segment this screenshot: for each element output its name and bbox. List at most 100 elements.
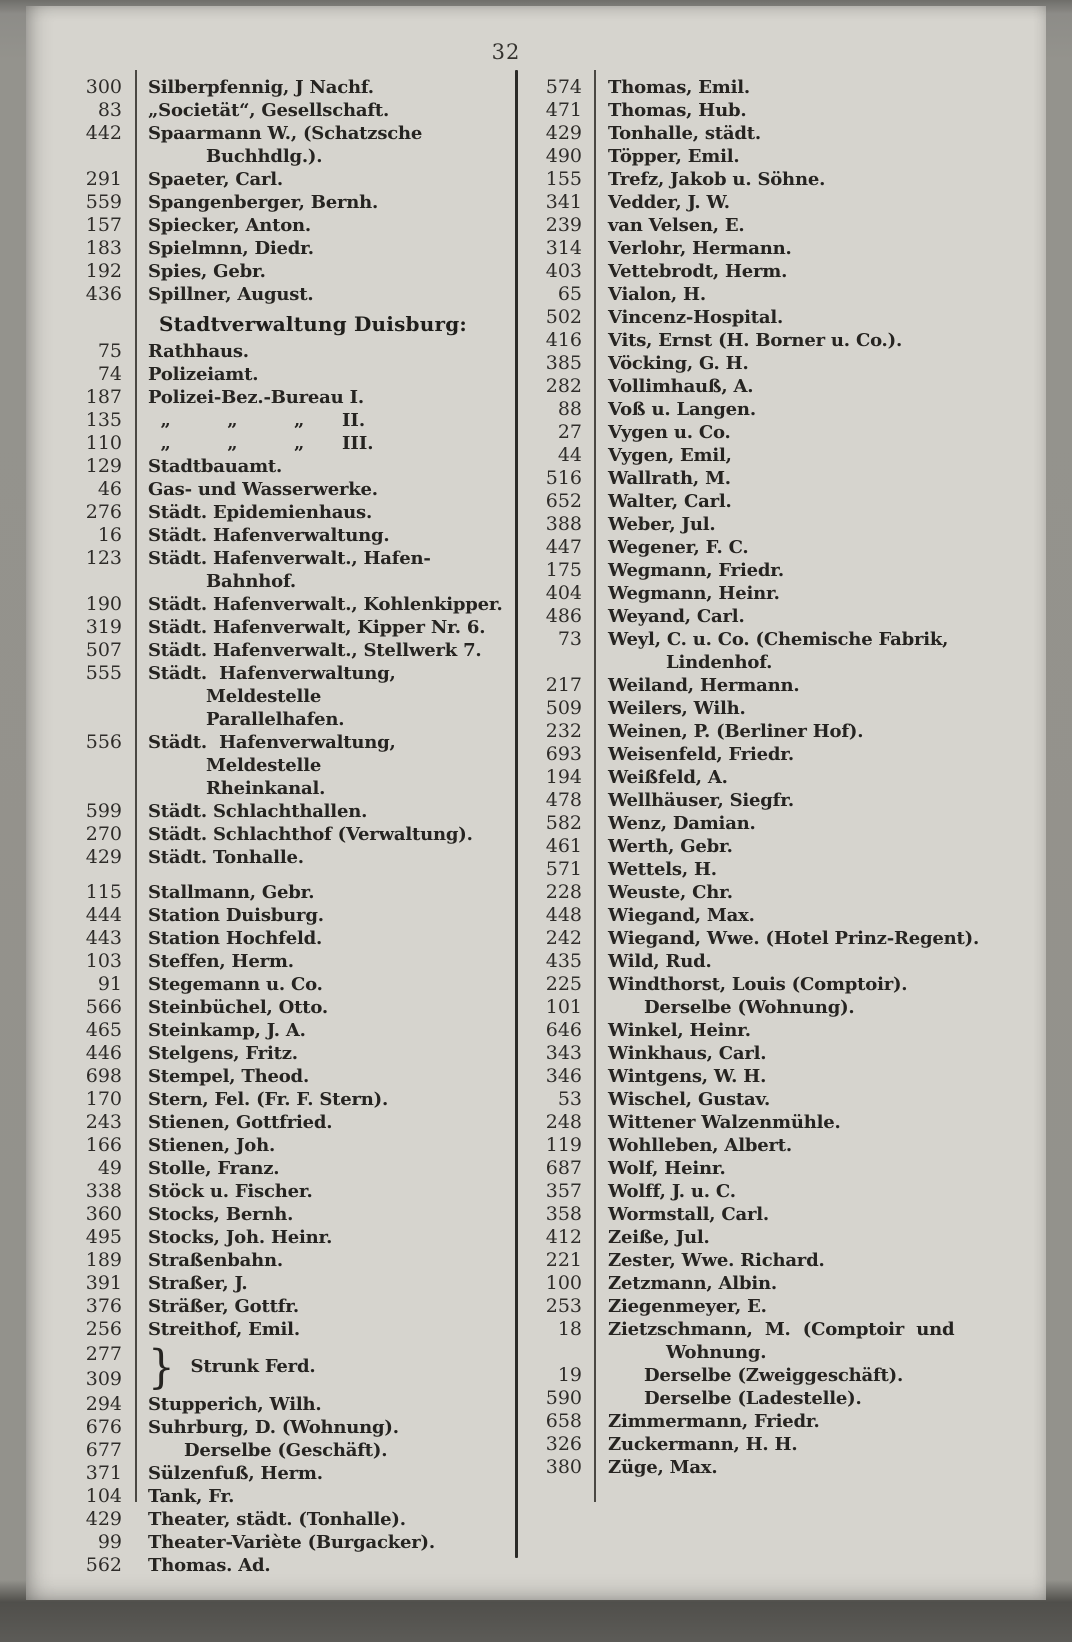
phone-number-pair: 277 309 bbox=[38, 1342, 136, 1392]
directory-entry-row: 243 Stienen, Gottfried. bbox=[38, 1111, 520, 1134]
page-number: 32 bbox=[491, 40, 521, 64]
phone-number: 192 bbox=[85, 260, 122, 282]
subscriber-name: Spaarmann W., (Schatzsche Buchhdlg.). bbox=[148, 123, 429, 167]
subscriber-name: Wittener Walzenmühle. bbox=[608, 1112, 841, 1133]
directory-entry-row: 187 Polizei-Bez.-Bureau I. bbox=[38, 386, 520, 409]
subscriber-name: Walter, Carl. bbox=[608, 491, 732, 512]
subscriber-name: Wormstall, Carl. bbox=[608, 1204, 769, 1225]
phone-number: 416 bbox=[545, 329, 582, 351]
subscriber-name-cell: } Strunk Ferd. bbox=[136, 1340, 520, 1394]
directory-entry-row: 338 Stöck u. Fischer. bbox=[38, 1180, 520, 1203]
subscriber-name: Städt. Hafenverwaltung. bbox=[148, 525, 390, 546]
phone-number: 447 bbox=[545, 536, 582, 558]
directory-entry-row: 253 Ziegenmeyer, E. bbox=[532, 1295, 1040, 1318]
directory-entry-row: 65 Vialon, H. bbox=[532, 283, 1040, 306]
subscriber-name: Streithof, Emil. bbox=[148, 1319, 300, 1340]
directory-entry-row: 217 Weiland, Hermann. bbox=[532, 674, 1040, 697]
directory-entry-row: 404 Wegmann, Heinr. bbox=[532, 582, 1040, 605]
subscriber-name: Weißfeld, A. bbox=[608, 767, 728, 788]
directory-entry-row: 380 Züge, Max. bbox=[532, 1456, 1040, 1479]
directory-entry-row: 232 Weinen, P. (Berliner Hof). bbox=[532, 720, 1040, 743]
directory-entry-row: 49 Stolle, Franz. bbox=[38, 1157, 520, 1180]
directory-entry-row: 225 Windthorst, Louis (Comptoir). bbox=[532, 973, 1040, 996]
directory-entry-row: 429 Städt. Tonhalle. bbox=[38, 846, 520, 869]
subscriber-name: Vits, Ernst (H. Borner u. Co.). bbox=[608, 330, 903, 351]
subscriber-name: Thomas. Ad. bbox=[148, 1555, 271, 1576]
subscriber-name: Wegmann, Heinr. bbox=[608, 583, 780, 604]
directory-entry-row: 448 Wiegand, Max. bbox=[532, 904, 1040, 927]
phone-number: 599 bbox=[85, 800, 122, 822]
directory-entry-row: 190 Städt. Hafenverwalt., Kohlenkipper. bbox=[38, 593, 520, 616]
phone-number: 91 bbox=[97, 973, 122, 995]
subscriber-name: Ziegenmeyer, E. bbox=[608, 1296, 767, 1317]
phone-number: 502 bbox=[545, 306, 582, 328]
subscriber-name: Steinbüchel, Otto. bbox=[148, 997, 328, 1018]
subscriber-name: Derselbe (Zweiggeschäft). bbox=[644, 1365, 904, 1386]
phone-number: 326 bbox=[545, 1433, 582, 1455]
phone-number: 346 bbox=[545, 1065, 582, 1087]
phone-number: 73 bbox=[557, 628, 582, 650]
subscriber-name: Städt. Hafenverwalt, Kipper Nr. 6. bbox=[148, 617, 486, 638]
subscriber-name: Wegmann, Friedr. bbox=[608, 560, 784, 581]
subscriber-name: Wellhäuser, Siegfr. bbox=[608, 790, 794, 811]
directory-entry-row: 221 Zester, Wwe. Richard. bbox=[532, 1249, 1040, 1272]
subscriber-name: Vialon, H. bbox=[608, 284, 706, 305]
directory-entry-row: 99 Theater-Variète (Burgacker). bbox=[38, 1531, 520, 1554]
directory-entry-row: 478 Wellhäuser, Siegfr. bbox=[532, 789, 1040, 812]
subscriber-name: Strunk Ferd. bbox=[190, 1356, 316, 1377]
directory-entry-row: 556 Städt. Hafenverwaltung, Meldestelle R… bbox=[38, 731, 520, 800]
subscriber-name: Spangenberger, Bernh. bbox=[148, 192, 379, 213]
subscriber-name: Wolf, Heinr. bbox=[608, 1158, 726, 1179]
directory-entry-row: 646 Winkel, Heinr. bbox=[532, 1019, 1040, 1042]
phone-number: 189 bbox=[85, 1249, 122, 1271]
subscriber-name: Polizei-Bez.-Bureau I. bbox=[148, 387, 364, 408]
phone-number: 115 bbox=[85, 881, 122, 903]
subscriber-name: Winkel, Heinr. bbox=[608, 1020, 751, 1041]
directory-entry-row: 346 Wintgens, W. H. bbox=[532, 1065, 1040, 1088]
phone-number: 99 bbox=[97, 1531, 122, 1553]
phone-number: 403 bbox=[545, 260, 582, 282]
subscriber-name: Winkhaus, Carl. bbox=[608, 1043, 767, 1064]
subscriber-name: Trefz, Jakob u. Söhne. bbox=[608, 169, 826, 190]
directory-entry-row: 403 Vettebrodt, Herm. bbox=[532, 260, 1040, 283]
subscriber-name: Zester, Wwe. Richard. bbox=[608, 1250, 825, 1271]
phone-number: 221 bbox=[545, 1249, 582, 1271]
subscriber-name: Thomas, Hub. bbox=[608, 100, 747, 121]
subscriber-name: Stempel, Theod. bbox=[148, 1066, 310, 1087]
directory-entry-row: 590 Derselbe (Ladestelle). bbox=[532, 1387, 1040, 1410]
directory-entry-row: 442 Spaarmann W., (Schatzsche Buchhdlg.). bbox=[38, 122, 520, 168]
phone-number: 155 bbox=[545, 168, 582, 190]
directory-entry-row: 189 Straßenbahn. bbox=[38, 1249, 520, 1272]
subscriber-name: Städt. Tonhalle. bbox=[148, 847, 304, 868]
directory-entry-row: 104 Tank, Fr. bbox=[38, 1485, 520, 1508]
directory-entry-row: 100 Zetzmann, Albin. bbox=[532, 1272, 1040, 1295]
phone-number: 100 bbox=[545, 1272, 582, 1294]
directory-entry-row: 465 Steinkamp, J. A. bbox=[38, 1019, 520, 1042]
subscriber-name: Wild, Rud. bbox=[608, 951, 712, 972]
subscriber-name: Tank, Fr. bbox=[148, 1486, 235, 1507]
directory-entry-row: 436 Spillner, August. bbox=[38, 283, 520, 306]
subscriber-name: Vedder, J. W. bbox=[608, 192, 730, 213]
phone-number: 65 bbox=[557, 283, 582, 305]
directory-entry-row: 16 Städt. Hafenverwaltung. bbox=[38, 524, 520, 547]
subscriber-name: Steinkamp, J. A. bbox=[148, 1020, 306, 1041]
phone-number: 119 bbox=[545, 1134, 582, 1156]
phone-number: 253 bbox=[545, 1295, 582, 1317]
directory-entry-row: 566 Steinbüchel, Otto. bbox=[38, 996, 520, 1019]
subscriber-name: Tonhalle, städt. bbox=[608, 123, 761, 144]
directory-entry-row: 357 Wolff, J. u. C. bbox=[532, 1180, 1040, 1203]
subscriber-name: Wegener, F. C. bbox=[608, 537, 749, 558]
phone-number: 170 bbox=[85, 1088, 122, 1110]
phone-number: 461 bbox=[545, 835, 582, 857]
phone-number: 53 bbox=[557, 1088, 582, 1110]
directory-entry-row: 314 Verlohr, Hermann. bbox=[532, 237, 1040, 260]
directory-entry-row: 101 Derselbe (Wohnung). bbox=[532, 996, 1040, 1019]
directory-entry-row: 461 Werth, Gebr. bbox=[532, 835, 1040, 858]
phone-number: 110 bbox=[85, 432, 122, 454]
phone-number: 507 bbox=[85, 639, 122, 661]
phone-number: 129 bbox=[85, 455, 122, 477]
directory-entry-row: 129 Stadtbauamt. bbox=[38, 455, 520, 478]
subscriber-name: Wolff, J. u. C. bbox=[608, 1181, 736, 1202]
subscriber-name: Stallmann, Gebr. bbox=[148, 882, 315, 903]
phone-number: 44 bbox=[557, 444, 582, 466]
